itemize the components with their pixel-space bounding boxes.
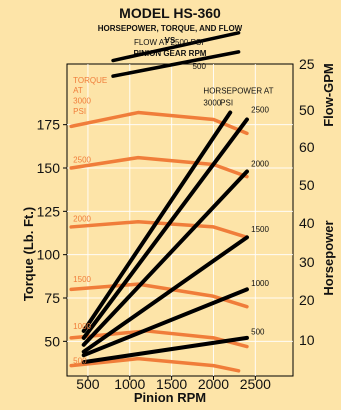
y-right-flow-tick-label: 25 (299, 56, 315, 72)
chart-subtitle-line-1: HORSEPOWER, TORQUE, AND FLOW (98, 24, 243, 33)
y-right-hp-tick-label: 60 (299, 139, 315, 155)
torque-label: 1000 (73, 322, 91, 331)
y-right-hp-tick-label: 40 (299, 215, 315, 231)
horsepower-curve-1000 (81, 287, 249, 358)
torque-label: PSI (73, 107, 86, 116)
y-right-hp-tick-label: 30 (299, 254, 315, 270)
y-left-tick-label: 75 (44, 290, 60, 306)
y-right-axis-label-flow: Flow-GPM (321, 63, 336, 127)
torque-curve-1500 (69, 282, 249, 309)
horsepower-label: 2000 (251, 159, 269, 168)
axis-ticks: 500 1000 1500 2000 2500 50 75 100 125 150 175 25 50 1… (37, 56, 315, 392)
horsepower-curve-2000 (81, 169, 249, 347)
horsepower-label: PSI (220, 99, 233, 108)
y-right-flow-tick-label: 50 (299, 102, 315, 118)
horsepower-curve-500 (81, 335, 249, 365)
flow-label: FLOW AT 2500 PSI (134, 38, 204, 47)
horsepower-label: 3000 (203, 99, 221, 108)
flow-label: 500 (193, 62, 207, 71)
torque-label: 3000 (73, 97, 91, 106)
chart-subtitle-line-2: VS (165, 36, 176, 45)
torque-curve-3000 (69, 110, 249, 136)
x-tick-label: 1000 (114, 376, 145, 392)
horsepower-curves (81, 110, 249, 365)
horsepower-label: 500 (251, 327, 265, 336)
torque-label: 500 (73, 357, 87, 366)
y-right-axis-label-horsepower: Horsepower (321, 220, 336, 295)
y-right-hp-tick-label: 50 (299, 177, 315, 193)
x-tick-label: 1500 (156, 376, 187, 392)
y-left-tick-label: 50 (44, 333, 60, 349)
x-tick-label: 2500 (240, 376, 271, 392)
horsepower-curve-1500 (81, 235, 249, 354)
torque-curve-2500 (69, 155, 249, 179)
torque-curve-500 (69, 356, 241, 373)
y-left-tick-label: 100 (37, 247, 61, 263)
chart-title: MODEL HS-360 (119, 5, 221, 21)
torque-curve-2000 (69, 219, 249, 240)
horsepower-label: 1500 (251, 225, 269, 234)
flow-curves (111, 31, 241, 78)
horsepower-label: 2500 (251, 106, 269, 115)
torque-curves (69, 110, 249, 373)
x-tick-label: 500 (76, 376, 100, 392)
y-left-tick-label: 150 (37, 160, 61, 176)
horsepower-curve-3000 (81, 110, 233, 333)
curve-labels: 5001000150020002500TORQUEAT3000PSI500100… (73, 38, 273, 366)
torque-label: AT (73, 86, 83, 95)
y-right-hp-tick-label: 20 (299, 292, 315, 308)
flow-curve-500 (111, 50, 241, 78)
y-left-tick-label: 125 (37, 203, 61, 219)
horsepower-label: HORSEPOWER AT (203, 86, 273, 95)
horsepower-curve-2500 (81, 117, 249, 340)
torque-label: 1500 (73, 275, 91, 284)
x-axis-label: Pinion RPM (134, 390, 206, 405)
y-right-hp-tick-label: 10 (299, 332, 315, 348)
x-tick-label: 2000 (198, 376, 229, 392)
chart-subtitle-line-3: PINION GEAR RPM (134, 49, 207, 58)
y-left-tick-label: 175 (37, 117, 61, 133)
y-left-axis-label: Torque (Lb. Ft.) (21, 207, 36, 301)
torque-label: 2000 (73, 214, 91, 223)
flow-curve-flow-at-2500-psi (111, 31, 241, 63)
horsepower-label: 1000 (251, 279, 269, 288)
torque-label: TORQUE (73, 76, 107, 85)
torque-label: 2500 (73, 156, 91, 165)
